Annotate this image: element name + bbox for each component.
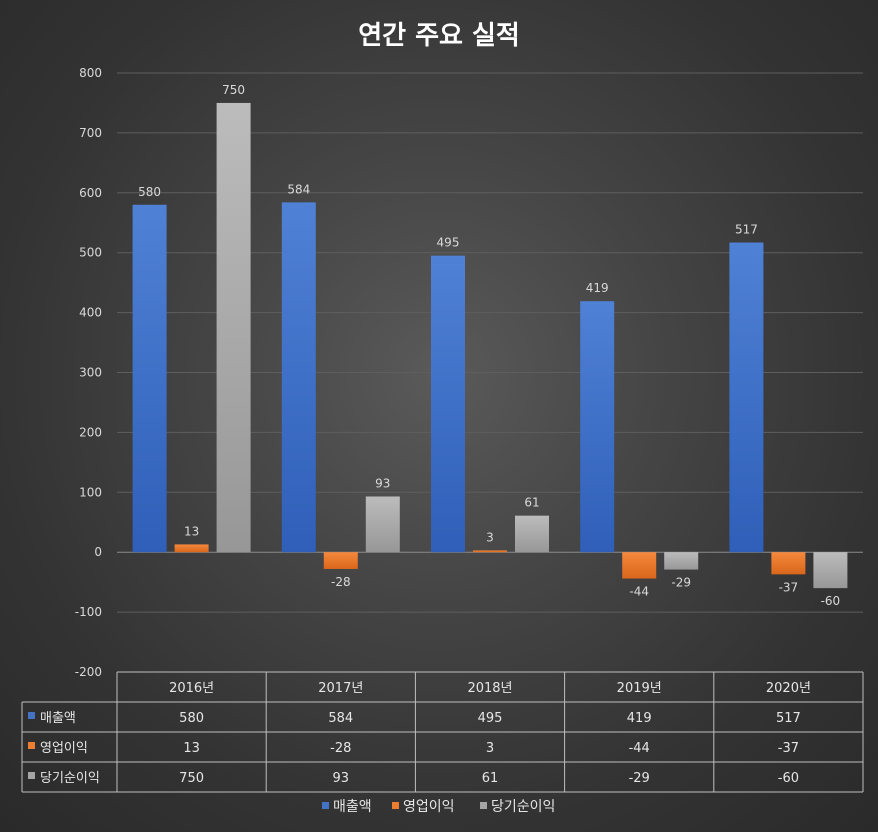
table-cell: -29 [629,771,650,786]
table-legend-key [28,772,35,779]
table-cell: 495 [478,711,503,726]
table-cell: -28 [330,741,351,756]
y-tick-label: 400 [79,306,102,320]
y-tick-label: -200 [75,665,102,679]
data-label: 517 [735,223,758,237]
data-labels: 580 13 750 584 -28 93 495 3 61 419 -44 -29 517 -37 -60 [138,83,840,608]
legend-label: 영업이익 [403,799,455,815]
data-label: -29 [671,576,691,590]
table-row-label: 매출액 [40,711,76,726]
bar-매출액-2018년 [431,255,465,553]
data-label: 495 [437,236,460,250]
legend-label: 매출액 [333,799,372,815]
bar-당기순이익-2016년 [216,102,251,553]
y-tick-label: 300 [79,366,102,380]
table-cell: 419 [627,711,652,726]
bar-영업이익-2016년 [174,544,209,553]
bars [132,102,848,589]
table-cell: 750 [179,771,204,786]
data-label: 13 [184,524,199,538]
legend-label: 당기순이익 [491,799,555,815]
data-label: 419 [586,281,609,295]
table-cell: 517 [776,711,801,726]
data-label: -44 [629,585,649,599]
table-cell: 3 [486,741,494,756]
bar-당기순이익-2018년 [515,515,549,553]
y-tick-label: -100 [75,605,102,619]
y-tick-label: 800 [79,66,102,80]
table-legend-key [28,712,35,719]
table-cell: -60 [778,771,799,786]
data-label: -28 [331,575,351,589]
legend-key [480,802,487,809]
bar-영업이익-2018년 [473,550,507,553]
table-cell: 580 [179,711,204,726]
table-header-cell: 2019년 [617,681,662,696]
y-tick-label: 0 [94,545,102,559]
data-label: 3 [486,530,494,544]
data-label: -37 [779,580,799,594]
y-tick-label: 200 [79,425,102,439]
bar-영업이익-2020년 [771,552,806,575]
y-tick-label: 700 [79,126,102,140]
table-cell: 584 [328,711,353,726]
bar-당기순이익-2020년 [813,552,848,589]
table-header-cell: 2020년 [766,681,811,696]
table-cell: -44 [629,741,650,756]
legend-key [392,802,399,809]
bar-매출액-2016년 [132,204,167,553]
data-label: 61 [524,496,539,510]
table-header-cell: 2017년 [318,681,363,696]
data-label: 580 [138,185,161,199]
table-cell: 93 [333,771,350,786]
bar-매출액-2020년 [729,242,764,553]
y-tick-label: 100 [79,485,102,499]
bar-영업이익-2019년 [622,552,657,579]
data-label: 750 [222,83,245,97]
table-row-label: 영업이익 [40,741,88,756]
data-label: -60 [821,594,841,608]
y-tick-label: 600 [79,186,102,200]
table-row-label: 당기순이익 [40,771,100,786]
bar-당기순이익-2017년 [365,496,400,553]
bar-매출액-2019년 [580,301,615,553]
table-header-cell: 2018년 [467,681,512,696]
y-axis-ticks: 800 700 600 500 400 300 200 100 0 -100 -200 [75,66,102,679]
y-tick-label: 500 [79,246,102,260]
chart-title: 연간 주요 실적 [358,21,520,51]
table-cell: 13 [183,741,200,756]
table-cell: 61 [482,771,499,786]
bar-매출액-2017년 [281,202,316,553]
table-cell: -37 [778,741,799,756]
data-label: 584 [287,182,310,196]
table-header-cell: 2016년 [169,681,214,696]
legend-key [322,802,329,809]
table-legend-key [28,742,35,749]
bar-당기순이익-2019년 [664,552,699,570]
data-label: 93 [375,476,390,490]
legend: 매출액 영업이익 당기순이익 [322,799,555,815]
bar-영업이익-2017년 [323,552,358,569]
